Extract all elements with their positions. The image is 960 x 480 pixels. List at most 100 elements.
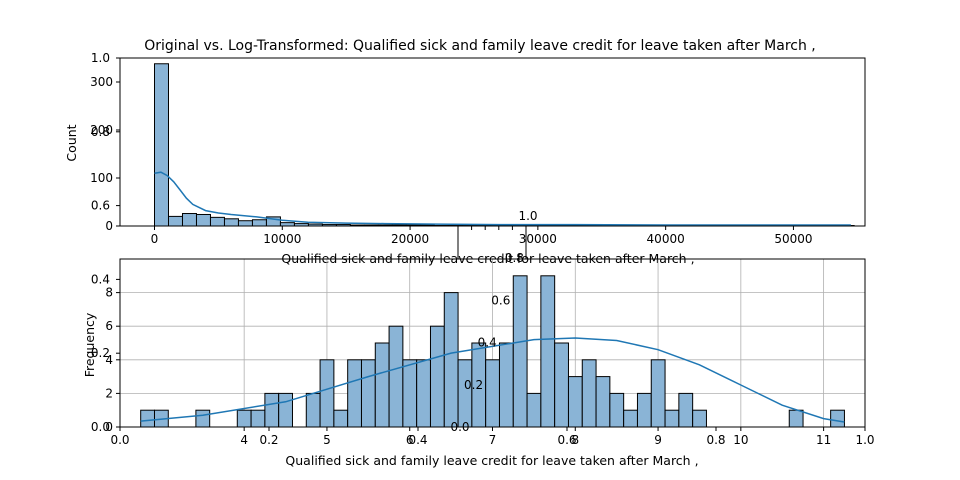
x-tick-label: 10: [733, 433, 748, 447]
overlay-y-tick-label: 0.6: [91, 199, 110, 213]
histogram-bar: [140, 409, 155, 428]
overlay-y-tick-label: 1.0: [91, 51, 110, 65]
histogram-bar: [429, 325, 445, 428]
y-tick-label: 2: [105, 386, 113, 400]
x-tick-label: 30000: [519, 232, 557, 246]
histogram-bar: [195, 409, 211, 428]
overlay-x-tick-label: 0.0: [110, 433, 129, 447]
x-tick-label: 8: [571, 433, 579, 447]
histogram-bar: [443, 292, 459, 428]
histogram-bar: [554, 342, 569, 428]
histogram-bar: [250, 409, 266, 428]
overlay-mid-y-tick-label: 1.0: [518, 209, 537, 223]
top-y-axis-label: Count: [64, 124, 79, 161]
histogram-bar: [251, 219, 267, 227]
histogram-bar: [540, 275, 556, 428]
y-tick-label: 4: [105, 353, 113, 367]
overlay-y-tick-label: 0.8: [91, 125, 110, 139]
overlay-y-tick-label: 0.2: [91, 346, 110, 360]
x-tick-label: 11: [816, 433, 831, 447]
overlay-mid-y-tick-label: 0.0: [450, 420, 469, 434]
overlay-mid-y-tick-label: 0.4: [478, 336, 497, 350]
x-tick-label: 20000: [391, 232, 429, 246]
y-tick-label: 100: [90, 171, 113, 185]
y-tick-label: 6: [105, 319, 113, 333]
y-tick-label: 200: [90, 123, 113, 137]
x-tick-label: 50000: [774, 232, 812, 246]
histogram-bar: [181, 213, 197, 227]
histogram-bar: [623, 409, 638, 428]
top-axes-frame: [119, 57, 866, 227]
histogram-bar: [595, 376, 611, 428]
bottom-kde-line: [140, 337, 845, 423]
histogram-bar: [154, 63, 169, 227]
x-tick-label: 40000: [647, 232, 685, 246]
x-tick-label: 9: [654, 433, 662, 447]
histogram-bar: [485, 359, 500, 428]
y-tick-label: 0: [105, 219, 113, 233]
histogram-bar: [278, 392, 293, 428]
histogram-bar: [167, 215, 183, 227]
overlay-mid-y-tick-label: 0.8: [505, 251, 524, 265]
histogram-bar: [279, 222, 295, 227]
overlay-x-tick-label: 0.4: [408, 433, 427, 447]
x-tick-label: 4: [240, 433, 248, 447]
histogram-bar: [830, 409, 845, 428]
x-tick-label: 0: [151, 232, 159, 246]
histogram-bar: [264, 392, 280, 428]
histogram-bar: [209, 216, 225, 227]
top-kde-line: [154, 171, 851, 226]
histogram-bar: [581, 359, 597, 428]
histogram-bar: [416, 359, 431, 428]
overlay-y-tick-label: 0.0: [91, 420, 110, 434]
histogram-bar: [636, 392, 652, 428]
histogram-bar: [347, 359, 362, 428]
histogram-bar: [237, 220, 253, 227]
histogram-bar: [319, 359, 335, 428]
histogram-bar: [788, 409, 804, 428]
y-tick-label: 8: [105, 286, 113, 300]
overlay-y-tick-label: 0.4: [91, 272, 110, 286]
bottom-y-axis-label: Frequency: [82, 312, 97, 377]
bottom-x-ticks: 4 5 6 7 8 9 10 11: [240, 427, 831, 447]
histogram-bar: [388, 325, 404, 428]
original-histogram-panel: 0 10000 20000 30000 40000 50000 0 100 200 300 Or…: [64, 38, 866, 266]
histogram-bar: [374, 342, 390, 428]
histogram-bar: [567, 376, 583, 428]
x-tick-label: 5: [323, 433, 331, 447]
histogram-bar: [664, 409, 680, 428]
histogram-bar: [609, 392, 625, 428]
overlay-axes: 0.00.20.40.60.81.00.0 0.2 0.4 0.6 0.8 1.00.00…: [91, 51, 875, 447]
histogram-bar: [333, 409, 349, 428]
histogram-bar: [692, 409, 707, 428]
y-tick-label: 300: [90, 75, 113, 89]
overlay-mid-y-tick-label: 0.6: [491, 293, 510, 307]
histogram-bar: [498, 342, 514, 428]
histogram-bar: [195, 213, 211, 227]
overlay-mid-y-tick-label: 0.2: [464, 378, 483, 392]
overlay-x-tick-label: 0.6: [557, 433, 576, 447]
x-tick-label: 10000: [263, 232, 301, 246]
top-bars: [154, 63, 855, 227]
log-histogram-panel: 4 5 6 7 8 9 10 11 0 2 4 6 8 Qualified sick and fami…: [82, 258, 866, 468]
histogram-bar: [236, 409, 252, 428]
overlay-x-tick-label: 0.2: [259, 433, 278, 447]
histogram-bar: [402, 359, 418, 428]
overlay-x-tick-label: 0.8: [706, 433, 725, 447]
histogram-bar: [678, 392, 694, 428]
overlay-x-tick-label: 1.0: [855, 433, 874, 447]
y-tick-label: 0: [105, 420, 113, 434]
histogram-bar: [526, 392, 542, 428]
histogram-bar: [223, 218, 239, 227]
histogram-bar: [457, 359, 473, 428]
histogram-bar: [305, 392, 321, 428]
histogram-bar: [360, 359, 376, 428]
x-tick-label: 7: [489, 433, 497, 447]
histogram-bar: [650, 359, 666, 428]
top-y-ticks: 0 100 200 300: [90, 75, 120, 233]
top-x-ticks: 0 10000 20000 30000 40000 50000: [151, 226, 813, 246]
bottom-bars: [140, 275, 845, 428]
histogram-bar: [512, 275, 528, 428]
overlay-ticks: 0.00.20.40.60.81.00.0 0.2 0.4 0.6 0.8 1.00.00…: [91, 51, 875, 447]
